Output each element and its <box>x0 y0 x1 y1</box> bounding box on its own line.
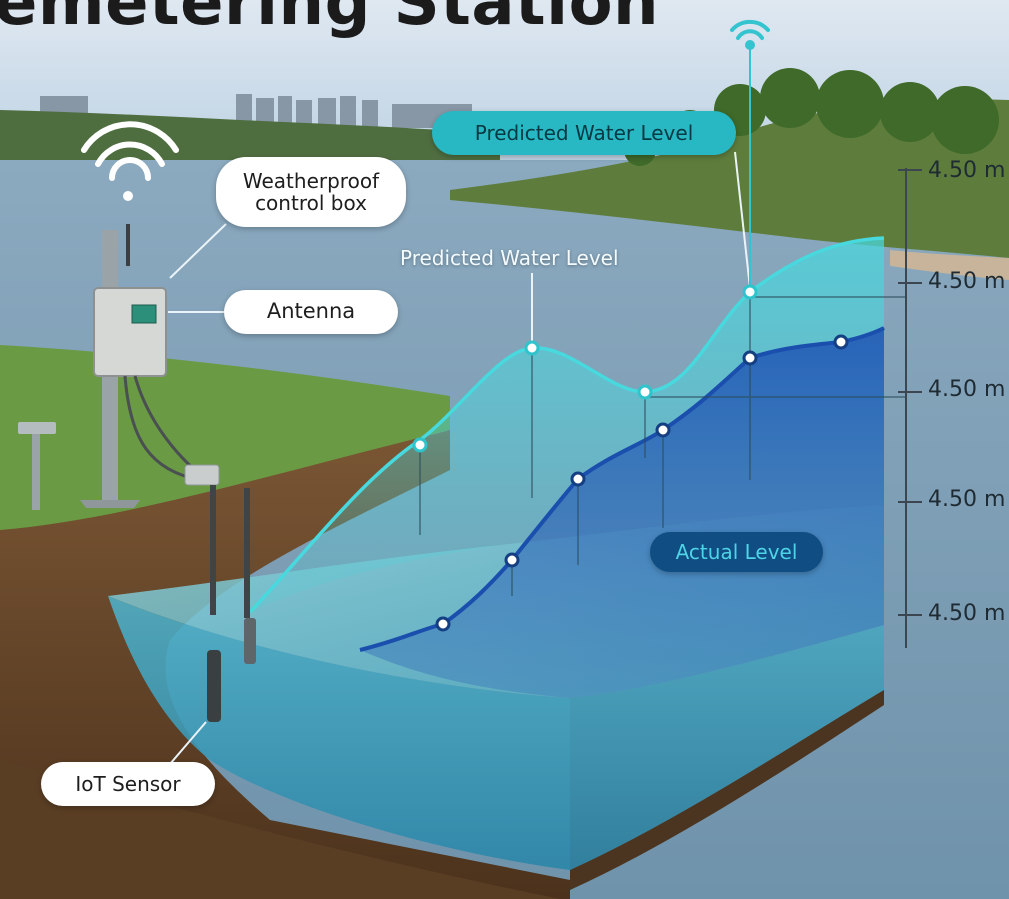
actual-point <box>435 616 451 632</box>
actual-point <box>504 552 520 568</box>
callout-control-box-line1: Weatherproof <box>242 169 380 193</box>
foreground-ground <box>0 760 560 899</box>
level-tick-label: 4.50 m <box>928 158 1006 183</box>
water-side-face <box>570 625 884 870</box>
callout-predicted-water-level: Predicted Water Level <box>432 111 736 155</box>
callout-antenna: Antenna <box>224 290 398 334</box>
actual-point <box>655 422 671 438</box>
predicted-point <box>637 384 653 400</box>
predicted-point <box>412 437 428 453</box>
right-bank <box>450 99 1009 258</box>
actual-point <box>833 334 849 350</box>
actual-level-line <box>359 326 885 652</box>
leader-lines <box>168 151 751 765</box>
right-bank-shore <box>890 250 1009 280</box>
label-predicted-water-level: Predicted Water Level <box>400 246 619 270</box>
level-tick-label: 4.50 m <box>928 269 1006 294</box>
actual-markers <box>435 334 849 632</box>
actual-point <box>570 471 586 487</box>
level-axis <box>898 168 922 648</box>
level-tick-label: 4.50 m <box>928 601 1006 626</box>
drop-lines <box>419 292 906 596</box>
water-block-base <box>570 690 884 890</box>
page-title: emetering Station <box>0 0 660 40</box>
wifi-icon <box>81 121 179 201</box>
callout-actual-level: Actual Level <box>650 532 823 572</box>
predicted-level-line <box>248 236 885 614</box>
predicted-point <box>524 340 540 356</box>
level-tick-label: 4.50 m <box>928 377 1006 402</box>
rain-gauge <box>18 422 56 510</box>
actual-level-area <box>360 328 884 698</box>
callout-control-box: Weatherproof control box <box>216 157 406 227</box>
predicted-point <box>742 284 758 300</box>
monitoring-station <box>80 224 256 722</box>
callout-iot-sensor: IoT Sensor <box>41 762 215 806</box>
predicted-markers <box>412 284 758 453</box>
actual-point <box>742 350 758 366</box>
water-front-face <box>108 596 570 870</box>
callout-control-box-line2: control box <box>255 191 367 215</box>
level-tick-label: 4.50 m <box>928 487 1006 512</box>
top-signal-icon <box>730 19 770 291</box>
